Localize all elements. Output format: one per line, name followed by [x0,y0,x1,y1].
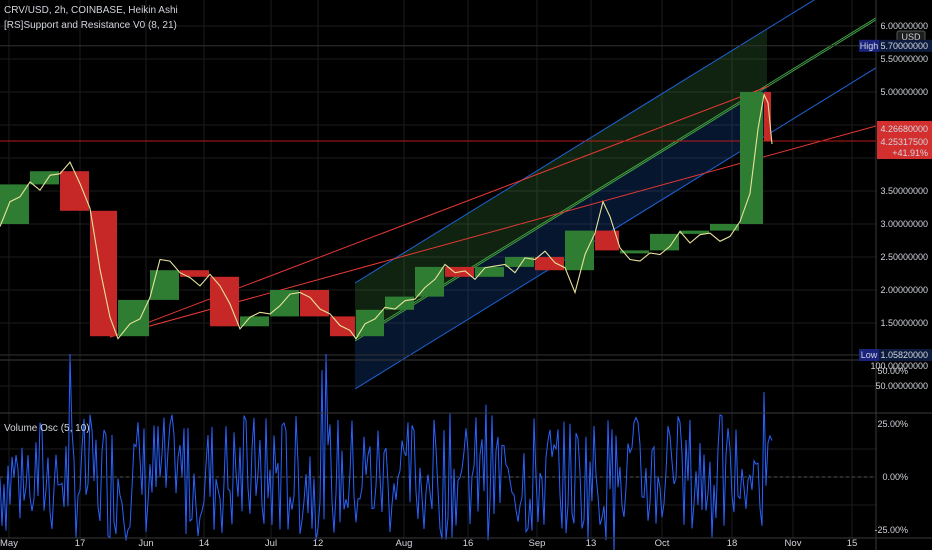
price-tick-label: 3.00000000 [880,219,928,229]
time-tick-label: 17 [75,538,86,549]
time-tick-label: 12 [313,538,324,549]
oscillator-layer [0,354,773,550]
low-label-bg [859,349,879,361]
price-tick-label: 5.50000000 [880,54,928,64]
channel-lower-fill [355,87,767,389]
candle-up [710,224,739,231]
candle-down [764,92,771,142]
channel-line [354,0,815,284]
price-tick-label: 2.50000000 [880,252,928,262]
chart-title: CRV/USD, 2h, COINBASE, Heikin Ashi [4,5,178,16]
osc-tick-label: -25.00% [874,525,908,535]
close-price-value: 4.25317500 [880,137,928,147]
time-tick-label: Aug [396,538,413,549]
osc-tick-label: 25.00% [877,419,908,429]
time-tick-label: 16 [463,538,474,549]
low-label: Low [861,350,878,360]
price-tick-label: 6.00000000 [880,21,928,31]
candle-up [240,316,269,327]
candle-up [150,270,179,300]
currency-label: USD [901,32,921,42]
candle-down [595,230,619,251]
channel-line [354,67,877,390]
candle-up [270,290,299,317]
time-tick-label: Nov [785,538,802,549]
price-tick-label: 2.00000000 [880,285,928,295]
candle-up [30,171,59,185]
volume-osc-line [0,354,773,550]
osc-tick-label: 0.00% [882,472,908,482]
candle-down [535,257,564,271]
candle-up [650,233,679,251]
pane-tick-label: 50.00000000 [875,381,928,391]
high-value-bg [879,39,932,52]
time-tick-label: May [0,538,18,549]
time-tick-label: Oct [655,538,670,549]
time-tick-label: 14 [199,538,210,549]
time-tick-label: Jul [265,538,277,549]
candle-down [210,276,239,327]
indicator-label[interactable]: [RS]Support and Resistance V0 (8, 21) [4,20,177,31]
low-value: 1.05820000 [880,350,928,360]
last-price-badge [877,121,932,159]
candle-up [680,230,709,234]
time-tick-label: Sep [529,538,546,549]
price-change: +41.91% [892,148,928,158]
high-label: High [860,41,879,51]
price-axis[interactable]: 6.000000005.500000005.000000004.50000000… [859,21,932,535]
price-line-layer [0,92,773,340]
price-tick-label: 5.00000000 [880,87,928,97]
time-tick-label: 15 [847,538,858,549]
candle-down [180,270,209,277]
candle-up [118,299,149,337]
price-tick-label: 1.50000000 [880,318,928,328]
pane-tick-label: 100.00000000 [870,361,928,371]
last-price-value: 4.26680000 [880,124,928,134]
high-label-bg [859,39,879,52]
time-tick-label: 18 [727,538,738,549]
time-tick-label: Jun [138,538,153,549]
time-tick-label: 13 [586,538,597,549]
osc-tick-label: 50.00% [877,366,908,376]
candle-up [475,266,504,277]
time-axis[interactable]: May 17 Jun 14 Jul 12 Aug 16 Sep 13 Oct 18 Nov 15 [0,538,857,549]
candle-up [565,230,594,271]
price-tick-label: 3.50000000 [880,186,928,196]
channel-upper-fill [355,29,767,341]
candle-down [60,171,89,211]
candle-up [415,266,444,297]
candle-up [740,92,763,224]
candle-down [90,210,117,337]
candle-up [505,257,534,267]
candle-up [620,250,649,254]
high-value: 5.70000000 [880,41,928,51]
low-value-bg [879,349,932,361]
volume-osc-label[interactable]: Volume Osc (5, 10) [4,423,90,434]
price-line [0,92,773,340]
